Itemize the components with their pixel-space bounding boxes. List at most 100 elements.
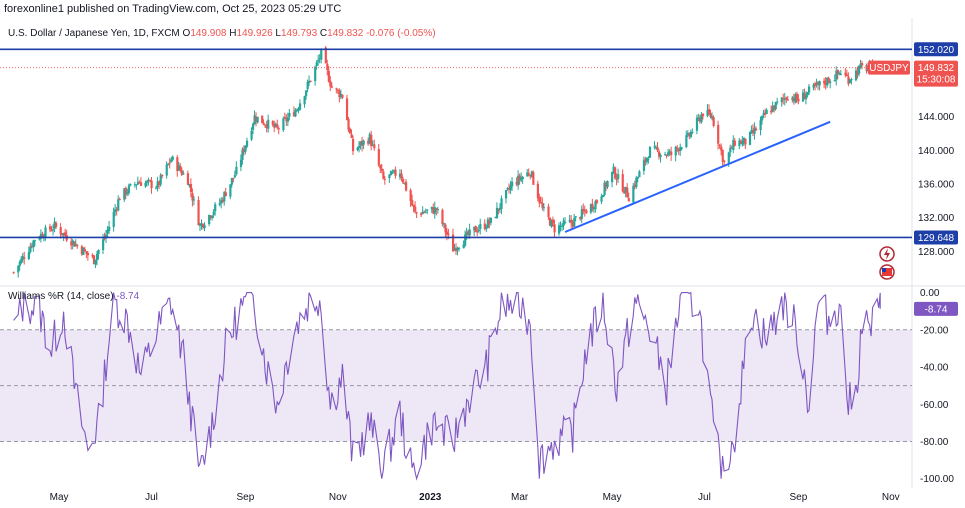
flag-icon-canton (882, 268, 886, 272)
candle-up (774, 102, 777, 110)
candle-up (71, 240, 74, 245)
candle-down (73, 241, 76, 247)
candle-down (447, 233, 450, 235)
candle-up (771, 106, 774, 112)
candle-down (189, 183, 193, 193)
candle-up (592, 208, 596, 210)
candle-up (317, 60, 320, 62)
candle-down (538, 197, 541, 203)
candle-down (455, 247, 458, 252)
candle-up (102, 239, 105, 251)
candle-up (358, 145, 361, 148)
candle-down (633, 184, 636, 187)
candle-up (29, 246, 32, 253)
candle-down (583, 210, 586, 212)
candle-down (451, 234, 455, 252)
candle-down (265, 124, 268, 129)
candle-down (865, 64, 868, 72)
level-label-upper: 152.020 (918, 45, 955, 56)
candle-down (351, 138, 355, 152)
candle-up (274, 123, 277, 127)
candle-up (477, 229, 480, 232)
level-label-lower: 129.648 (918, 233, 955, 244)
price-tick-label: 128.000 (918, 247, 955, 258)
candle-up (38, 238, 41, 240)
candle-down (271, 121, 274, 125)
candle-down (335, 88, 338, 90)
close-label: C (319, 28, 328, 39)
candle-down (330, 86, 333, 88)
candle-down (139, 182, 143, 186)
candle-up (106, 229, 109, 234)
candle-down (347, 119, 350, 130)
candle-up (421, 211, 424, 215)
candle-down (792, 98, 796, 102)
candle-down (345, 98, 349, 121)
williams-value-label: -8.74 (925, 304, 948, 315)
candle-down (180, 170, 183, 175)
candle-up (214, 204, 217, 212)
candle-up (123, 188, 126, 200)
candle-up (27, 252, 30, 259)
last-price-label: 149.832 (918, 63, 955, 74)
candle-up (812, 84, 815, 88)
candle-down (570, 219, 573, 223)
candle-up (223, 192, 226, 202)
candle-down (658, 151, 661, 157)
candle-up (229, 184, 232, 197)
candle-up (359, 141, 362, 146)
candle-up (780, 97, 783, 103)
candle-up (156, 181, 159, 188)
candle-down (92, 255, 96, 265)
candle-up (648, 146, 652, 158)
price-tick-label: 144.000 (918, 112, 955, 123)
candle-up (568, 220, 571, 222)
candle-up (700, 114, 703, 123)
candle-down (591, 203, 594, 210)
candle-up (398, 173, 402, 177)
candle-down (179, 166, 182, 171)
candle-down (309, 80, 312, 82)
candle-down (350, 134, 353, 138)
chart-area[interactable]: 128.000 132.000 136.000 140.000 144.000 0.00 -… (0, 18, 965, 508)
candle-down (701, 113, 705, 117)
candle-down (118, 199, 121, 201)
candle-down (844, 72, 847, 75)
candle-up (18, 261, 21, 266)
candle-down (221, 199, 224, 202)
candle-up (839, 74, 842, 76)
candle-up (479, 224, 482, 229)
candle-up (691, 131, 694, 133)
candle-up (711, 116, 714, 119)
candle-up (145, 181, 149, 183)
symbol-label-box (868, 60, 910, 75)
indicator-value: -8.74 (116, 291, 140, 302)
candle-down (168, 162, 171, 164)
candle-up (573, 218, 576, 227)
time-tick-label: Jul (698, 492, 711, 503)
candle-down (380, 168, 383, 171)
candle-down (232, 177, 235, 179)
candle-down (861, 63, 864, 66)
candle-up (94, 259, 97, 265)
level-label-upper-box (914, 42, 958, 57)
candle-down (527, 173, 530, 175)
williams-legend: Williams %R (14, close) -8.74 (8, 291, 139, 302)
candle-up (182, 173, 185, 175)
candle-up (486, 219, 490, 228)
candle-up (245, 140, 249, 147)
candle-up (498, 207, 502, 210)
candle-down (698, 117, 702, 122)
candle-up (617, 174, 620, 179)
candle-up (818, 81, 821, 86)
candle-up (606, 181, 609, 187)
candle-down (283, 117, 287, 119)
candle-down (336, 89, 340, 91)
candle-down (595, 200, 599, 203)
candle-down (467, 231, 470, 236)
candle-down (770, 110, 773, 113)
candle-down (582, 208, 585, 212)
candle-down (76, 245, 79, 247)
candle-up (848, 79, 852, 83)
candle-up (504, 190, 508, 199)
